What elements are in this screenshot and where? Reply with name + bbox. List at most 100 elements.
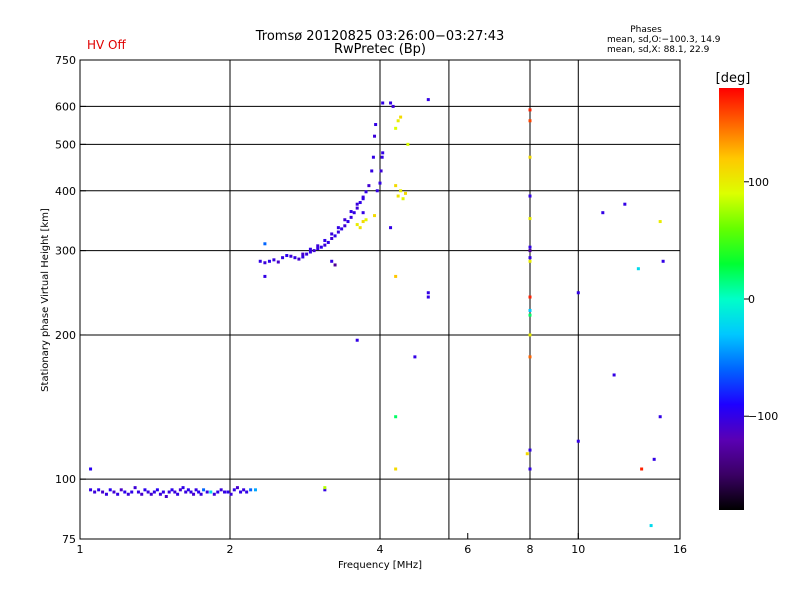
echo-point bbox=[380, 155, 384, 159]
x-axis-label: Frequency [MHz] bbox=[338, 560, 422, 571]
x-tick-label: 10 bbox=[571, 543, 585, 556]
echo-point bbox=[116, 492, 120, 496]
y-tick-label: 600 bbox=[55, 100, 76, 113]
echo-point bbox=[349, 215, 353, 219]
echo-point bbox=[358, 201, 362, 205]
echo-point bbox=[173, 490, 177, 494]
echo-point bbox=[104, 492, 108, 496]
echo-point bbox=[316, 244, 320, 248]
phases-o-stats: mean, sd,O:−100.3, 14.9 bbox=[607, 35, 721, 45]
colorbar-tick-label: 100 bbox=[748, 176, 769, 189]
echo-point bbox=[528, 155, 532, 159]
colorbar-tick-label: −100 bbox=[748, 410, 778, 423]
echo-point bbox=[576, 439, 580, 443]
y-axis-label: Stationary phase Virtual Height [km] bbox=[40, 208, 51, 392]
echo-point bbox=[528, 295, 532, 299]
echo-point bbox=[276, 260, 280, 264]
echo-point bbox=[97, 488, 101, 492]
y-tick-label: 75 bbox=[62, 533, 76, 546]
echo-point bbox=[528, 259, 532, 263]
echo-point bbox=[528, 333, 532, 337]
echo-points bbox=[89, 98, 665, 528]
echo-point bbox=[661, 259, 665, 263]
echo-point bbox=[235, 486, 239, 490]
echo-point bbox=[205, 490, 209, 494]
echo-point bbox=[301, 255, 305, 259]
echo-point bbox=[381, 101, 385, 105]
echo-point bbox=[330, 259, 334, 263]
colorbar-scale bbox=[719, 88, 744, 510]
echo-point bbox=[301, 252, 305, 256]
echo-point bbox=[184, 490, 188, 494]
echo-point bbox=[389, 101, 393, 105]
echo-point bbox=[202, 488, 206, 492]
echo-point bbox=[112, 490, 116, 494]
echo-point bbox=[612, 373, 616, 377]
echo-point bbox=[330, 236, 334, 240]
echo-point bbox=[242, 488, 246, 492]
echo-series bbox=[89, 467, 327, 498]
echo-point bbox=[89, 488, 93, 492]
echo-point bbox=[528, 308, 532, 312]
echo-point bbox=[528, 256, 532, 260]
echo-point bbox=[399, 115, 403, 119]
echo-point bbox=[358, 226, 362, 230]
y-tick-label: 100 bbox=[55, 473, 76, 486]
echo-point bbox=[426, 295, 430, 299]
echo-point bbox=[319, 245, 323, 249]
echo-point bbox=[152, 490, 156, 494]
echo-point bbox=[576, 291, 580, 295]
echo-point bbox=[379, 169, 383, 173]
x-tick-label: 1 bbox=[77, 543, 84, 556]
echo-point bbox=[394, 184, 398, 188]
x-tick-label: 4 bbox=[377, 543, 384, 556]
echo-point bbox=[601, 211, 605, 215]
echo-point bbox=[528, 448, 532, 452]
echo-point bbox=[336, 230, 340, 234]
x-tick-label: 6 bbox=[464, 543, 471, 556]
echo-point bbox=[426, 291, 430, 295]
echo-point bbox=[226, 490, 230, 494]
echo-point bbox=[178, 488, 182, 492]
echo-point bbox=[528, 119, 532, 123]
echo-point bbox=[93, 490, 97, 494]
echo-point bbox=[528, 194, 532, 198]
echo-point bbox=[528, 245, 532, 249]
x-tick-label: 8 bbox=[527, 543, 534, 556]
echo-point bbox=[364, 218, 368, 222]
echo-point bbox=[267, 259, 271, 263]
echo-point bbox=[374, 123, 378, 127]
echo-point bbox=[403, 191, 407, 195]
colorbar-ticks: 100 0 −100 bbox=[744, 176, 778, 423]
echo-point bbox=[181, 486, 185, 490]
echo-point bbox=[640, 467, 644, 471]
echo-point bbox=[394, 415, 398, 419]
echo-point bbox=[396, 119, 400, 123]
chart-title: Tromsø 20120825 03:26:00−03:27:43 bbox=[255, 29, 505, 44]
y-tick-label: 400 bbox=[55, 185, 76, 198]
echo-point bbox=[130, 490, 134, 494]
echo-point bbox=[197, 490, 201, 494]
echo-point bbox=[355, 206, 359, 210]
echo-point bbox=[133, 486, 137, 490]
echo-point bbox=[323, 243, 327, 247]
echo-point bbox=[312, 249, 316, 253]
echo-point bbox=[140, 492, 144, 496]
echo-point bbox=[649, 524, 653, 528]
echo-point bbox=[323, 238, 327, 242]
echo-point bbox=[349, 210, 353, 214]
echo-point bbox=[413, 355, 417, 359]
phases-title: Phases bbox=[630, 25, 662, 35]
echo-point bbox=[170, 488, 174, 492]
echo-point bbox=[528, 108, 532, 112]
echo-point bbox=[361, 195, 365, 199]
echo-point bbox=[272, 258, 276, 262]
echo-point bbox=[263, 242, 267, 246]
echo-point bbox=[89, 467, 93, 471]
echo-point bbox=[323, 486, 327, 490]
echo-point bbox=[108, 488, 112, 492]
echo-point bbox=[219, 488, 223, 492]
echo-point bbox=[199, 492, 203, 496]
colorbar-tick-label: 0 bbox=[748, 293, 755, 306]
echo-point bbox=[186, 488, 190, 492]
